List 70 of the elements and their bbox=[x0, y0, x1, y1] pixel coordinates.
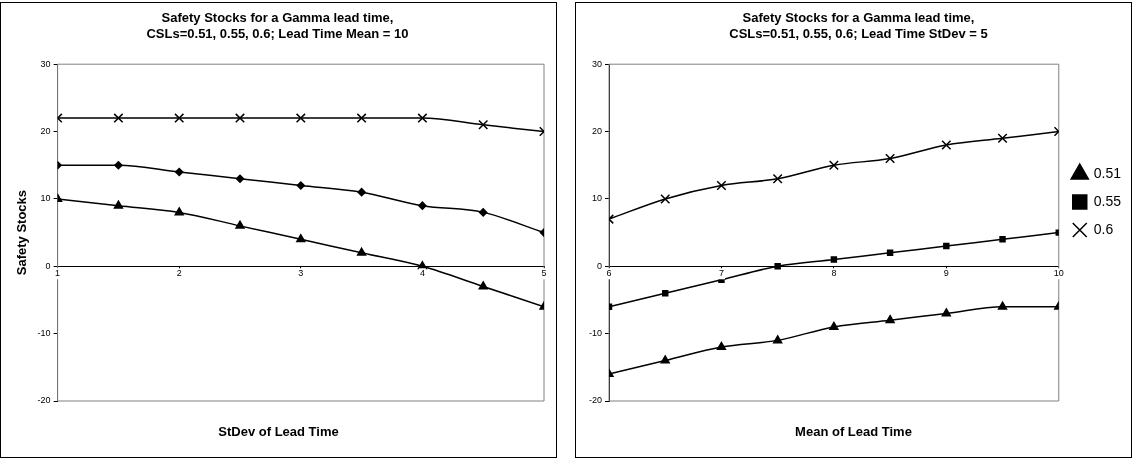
chart-title: Safety Stocks for a Gamma lead time, CSLs=0.51, 0.55, 0.6; Lead Time Mean = 10 bbox=[146, 10, 409, 41]
y-tick-label: -20 bbox=[37, 395, 51, 406]
x-tick-label: 4 bbox=[419, 268, 425, 279]
y-tick-label: -10 bbox=[588, 328, 603, 339]
point bbox=[774, 263, 781, 270]
x-tick-label: 10 bbox=[1053, 268, 1064, 279]
point bbox=[886, 249, 894, 257]
legend-label: 0.6 bbox=[1093, 220, 1114, 237]
point bbox=[941, 308, 951, 317]
point bbox=[113, 200, 124, 209]
point bbox=[943, 242, 950, 250]
point bbox=[174, 113, 185, 124]
point bbox=[999, 236, 1006, 243]
x-tick-label: 6 bbox=[606, 268, 612, 279]
point bbox=[716, 341, 727, 351]
y-tick-label: 20 bbox=[591, 126, 603, 137]
y-tick-label: 10 bbox=[591, 193, 603, 204]
x-tick-label: 5 bbox=[541, 268, 547, 279]
point bbox=[174, 207, 184, 216]
y-tick-label: -20 bbox=[588, 395, 603, 406]
x-tick-label: 9 bbox=[943, 268, 949, 279]
point bbox=[885, 153, 896, 164]
point bbox=[478, 119, 489, 130]
point bbox=[478, 208, 488, 217]
point bbox=[716, 180, 727, 191]
point bbox=[235, 220, 245, 229]
point bbox=[417, 113, 428, 124]
point bbox=[356, 247, 367, 256]
y-tick-label: 20 bbox=[40, 126, 51, 137]
point bbox=[773, 335, 783, 344]
chart-title: Safety Stocks for a Gamma lead time, CSLs=0.51, 0.55, 0.6; Lead Time StDev = 5 bbox=[729, 10, 988, 41]
point bbox=[772, 173, 783, 184]
legend-label: 0.55 bbox=[1093, 192, 1122, 209]
x-axis-title: StDev of Lead Time bbox=[217, 424, 340, 439]
x-axis-title: Mean of Lead Time bbox=[794, 424, 913, 439]
point bbox=[114, 160, 123, 170]
y-tick-label: 30 bbox=[591, 58, 603, 69]
point bbox=[885, 314, 895, 324]
point bbox=[997, 133, 1008, 144]
point bbox=[660, 355, 670, 364]
y-tick-label: 30 bbox=[40, 58, 51, 69]
point bbox=[997, 301, 1008, 310]
point bbox=[113, 113, 124, 124]
point bbox=[830, 256, 838, 263]
point bbox=[235, 174, 245, 183]
point bbox=[478, 281, 488, 290]
x-tick-label: 1 bbox=[55, 268, 61, 279]
point bbox=[941, 140, 952, 151]
point bbox=[235, 113, 245, 124]
point bbox=[295, 113, 306, 124]
point bbox=[296, 181, 306, 190]
point bbox=[829, 321, 839, 330]
point bbox=[662, 290, 669, 297]
x-tick-label: 3 bbox=[298, 268, 304, 279]
x-tick-label: 7 bbox=[718, 268, 724, 279]
point bbox=[660, 193, 671, 204]
point bbox=[296, 234, 306, 243]
x-tick-label: 2 bbox=[176, 268, 182, 279]
point bbox=[357, 187, 366, 197]
x-tick-label: 8 bbox=[831, 268, 837, 279]
y-tick-label: 0 bbox=[45, 260, 51, 271]
y-axis-title: Safety Stocks bbox=[14, 189, 30, 276]
point bbox=[174, 167, 184, 177]
point bbox=[828, 160, 839, 171]
legend-label: 0.51 bbox=[1093, 164, 1122, 181]
point bbox=[356, 113, 367, 124]
y-tick-label: 10 bbox=[40, 193, 51, 204]
y-tick-label: 0 bbox=[596, 260, 603, 271]
y-tick-label: -10 bbox=[37, 328, 51, 339]
point bbox=[418, 201, 427, 210]
